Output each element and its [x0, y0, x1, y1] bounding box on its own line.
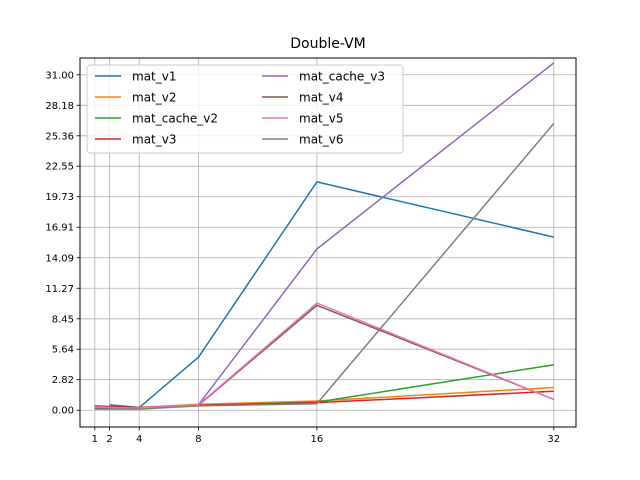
y-tick-label: 11.27: [45, 284, 74, 295]
legend-label: mat_v2: [132, 91, 176, 105]
x-tick-label: 8: [195, 434, 201, 445]
chart-title: Double-VM: [290, 36, 366, 52]
series-line-mat_v5: [94, 302, 555, 409]
series-lines: [94, 62, 555, 410]
legend-label: mat_v6: [299, 133, 343, 147]
legend-label: mat_v1: [132, 70, 176, 84]
y-tick-label: 16.91: [45, 223, 74, 234]
legend-label: mat_cache_v3: [299, 70, 385, 84]
legend: mat_v1 mat_v2 mat_cache_v2 mat_v3 mat_cache_…: [86, 64, 404, 154]
plot-frame: [79, 57, 577, 428]
series-line-mat_v6: [94, 122, 555, 410]
y-tick-label: 14.09: [45, 253, 74, 264]
legend-label: mat_v5: [299, 112, 343, 126]
y-tick-label: 5.64: [52, 345, 74, 356]
legend-label: mat_v4: [299, 91, 343, 105]
y-tick-label: 28.18: [45, 101, 74, 112]
x-tick-label: 4: [136, 434, 142, 445]
x-tick-label: 16: [311, 434, 324, 445]
x-tick-label: 1: [92, 434, 98, 445]
y-tick-label: 25.36: [45, 131, 74, 142]
y-tick-label: 19.73: [45, 192, 74, 203]
x-tick-label: 2: [106, 434, 112, 445]
y-tick-label: 0.00: [52, 406, 74, 417]
x-axis: 1 2 4 8 16 32: [92, 427, 560, 445]
y-tick-label: 2.82: [52, 375, 74, 386]
y-tick-label: 8.45: [52, 314, 74, 325]
x-tick-label: 32: [547, 434, 560, 445]
legend-box: [86, 64, 404, 154]
legend-label: mat_cache_v2: [132, 112, 218, 126]
legend-label: mat_v3: [132, 133, 176, 147]
y-axis: 0.00 2.82 5.64 8.45 11.27 14.09 16.91 19.73 22.5…: [45, 70, 80, 417]
y-tick-label: 31.00: [45, 70, 74, 81]
y-tick-label: 22.55: [45, 162, 74, 173]
